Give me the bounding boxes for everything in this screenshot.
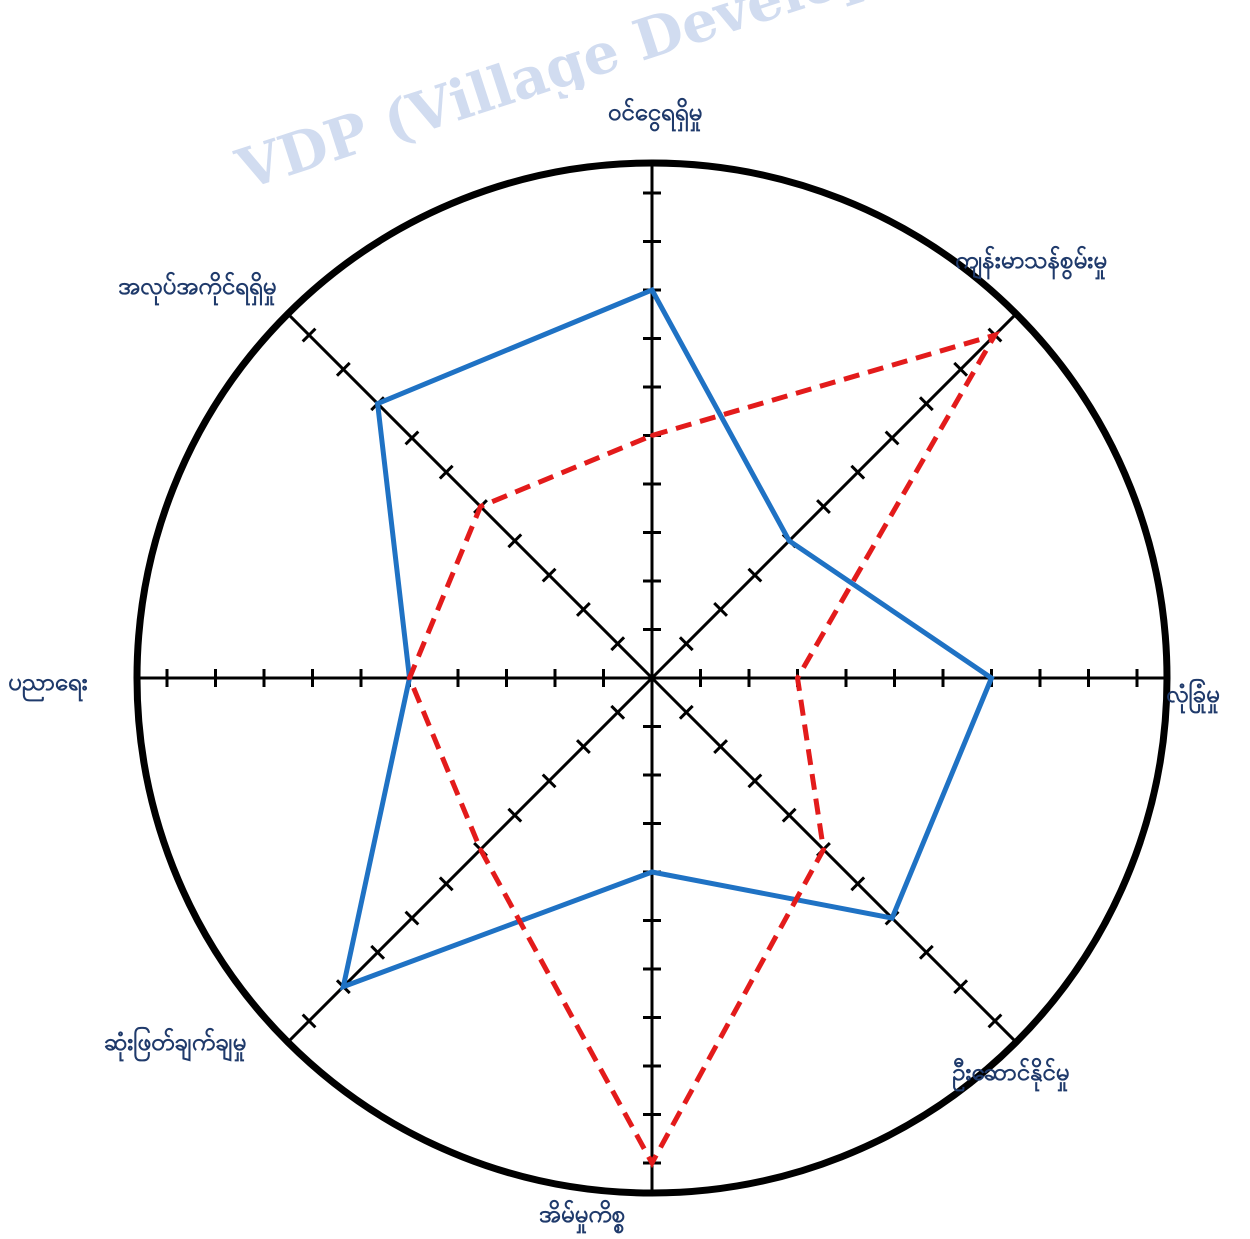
axes	[137, 163, 1167, 1193]
axis-tick-7-7	[404, 430, 420, 446]
axis-tick-5-1	[610, 704, 626, 720]
axis-tick-1-9	[953, 361, 969, 377]
axis-tick-7-1	[610, 636, 626, 652]
axis-label-6: ပညာရေး	[8, 668, 88, 702]
axis-tick-5-8	[370, 944, 386, 960]
axis-tick-7-9	[335, 361, 351, 377]
series-0-point-0	[650, 288, 654, 292]
axis-tick-3-2	[713, 739, 729, 755]
axis-tick-5-7	[404, 910, 420, 926]
series-1-point-0	[650, 433, 654, 438]
axis-line-1	[650, 312, 1018, 680]
axis-tick-7-3	[541, 567, 557, 583]
axis-line-5	[286, 676, 654, 1044]
axis-tick-3-10	[987, 1013, 1003, 1029]
axis-tick-5-4	[507, 807, 523, 823]
axis-tick-3-6	[850, 876, 866, 892]
series-1-point-5	[478, 847, 483, 852]
series-1-point-3	[821, 847, 826, 852]
axis-tick-1-1	[678, 636, 694, 652]
axis-tick-1-8	[918, 396, 934, 412]
series-0-point-4	[650, 870, 654, 874]
axis-tick-3-8	[918, 944, 934, 960]
axis-tick-5-2	[575, 739, 591, 755]
series-1-point-7	[478, 504, 483, 509]
series-line-0	[339, 286, 995, 991]
axis-labels: ဝင်ငွေရရှိမှုကျန်းမာသန်စွမ်းမှုလုံခြုံမှ…	[8, 90, 1220, 1234]
series-0-point-1	[787, 538, 792, 543]
series-0-point-7	[375, 401, 380, 406]
axis-label-2: လုံခြုံမှု	[1166, 678, 1220, 714]
axis-tick-1-3	[747, 567, 763, 583]
axis-label-background	[568, 90, 744, 146]
axis-tick-1-6	[850, 464, 866, 480]
axis-tick-3-3	[747, 773, 763, 789]
axis-tick-1-5	[816, 499, 831, 514]
axis-tick-3-9	[953, 979, 969, 995]
axis-tick-7-4	[507, 533, 523, 549]
axis-label-5: ဆုံးဖြတ်ချက်ချမှု	[104, 1026, 246, 1062]
axis-label-7: အလုပ်အကိုင်ရရှိမှု	[118, 271, 276, 306]
series-0-point-2	[989, 676, 994, 680]
axis-tick-7-6	[438, 464, 454, 480]
axis-line-7	[286, 312, 654, 680]
axis-label-4: အိမ်မှုကိစ္စ	[539, 1199, 625, 1234]
axis-tick-1-7	[884, 430, 900, 446]
series-0-point-3	[890, 916, 895, 921]
series-1-point-1	[992, 333, 997, 338]
axis-tick-5-6	[438, 876, 454, 892]
axis-line-3	[650, 676, 1018, 1044]
series-line-1	[406, 330, 1001, 1169]
series-1-point-4	[650, 1161, 654, 1165]
axis-tick-7-2	[575, 601, 591, 617]
series-1-point-6	[407, 676, 412, 680]
axis-tick-7-10	[301, 327, 317, 343]
series-1-point-2	[795, 676, 800, 680]
series-0-point-5	[341, 984, 346, 989]
axis-tick-3-4	[781, 807, 797, 823]
axis-tick-5-10	[301, 1013, 317, 1029]
series	[339, 286, 1001, 1169]
axis-tick-5-3	[541, 773, 557, 789]
axis-tick-1-2	[713, 601, 729, 617]
axis-tick-3-1	[678, 704, 694, 720]
